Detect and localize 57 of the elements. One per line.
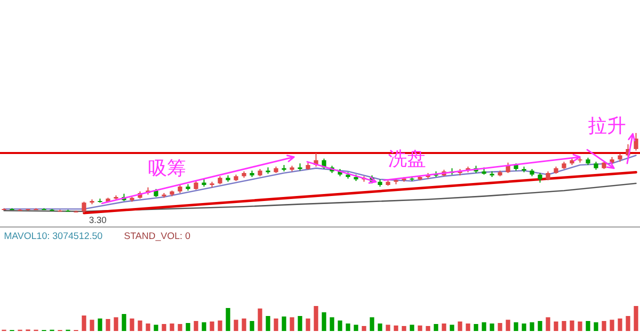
bar	[170, 324, 174, 331]
bar	[314, 306, 318, 331]
bar	[194, 321, 198, 331]
text: MAVOL10: 3074512.50	[4, 231, 103, 242]
bar	[122, 314, 126, 331]
bar	[578, 322, 582, 331]
bar	[138, 320, 142, 331]
bar	[322, 312, 326, 331]
bar	[418, 326, 422, 331]
bar	[218, 320, 222, 331]
bar	[474, 324, 478, 331]
bar	[98, 318, 102, 331]
bar	[402, 326, 406, 331]
annotation: 吸筹	[148, 158, 186, 180]
bar	[178, 324, 182, 331]
text: STAND_VOL: 0	[124, 231, 190, 242]
bar	[554, 322, 558, 331]
bar	[570, 320, 574, 331]
bar	[250, 321, 254, 331]
bar	[586, 321, 590, 331]
bar	[210, 322, 214, 331]
bar	[282, 316, 286, 331]
bar	[226, 308, 230, 331]
bar	[498, 323, 502, 331]
bar	[298, 316, 302, 331]
bar	[82, 316, 86, 331]
bar	[562, 321, 566, 331]
bar	[538, 321, 542, 331]
bar	[130, 318, 134, 331]
bar	[434, 324, 438, 331]
bar	[626, 316, 630, 331]
bar	[602, 321, 606, 331]
bar	[426, 326, 430, 331]
bar	[490, 324, 494, 331]
bar	[466, 324, 470, 331]
annotation: 洗盘	[388, 148, 426, 170]
bar	[306, 318, 310, 331]
bar	[442, 324, 446, 331]
bar	[106, 319, 110, 331]
bar	[258, 308, 262, 331]
bar	[266, 316, 270, 331]
bar	[634, 306, 638, 331]
bar	[338, 320, 342, 331]
bar	[458, 322, 462, 331]
bar	[618, 318, 622, 331]
bar	[242, 318, 246, 331]
bar	[146, 324, 150, 331]
annotation: 拉升	[588, 115, 626, 138]
bar	[162, 324, 166, 331]
text: 3.30	[89, 215, 107, 225]
bar	[394, 326, 398, 331]
bar	[186, 323, 190, 331]
bar	[362, 326, 366, 331]
bar	[522, 324, 526, 331]
bar	[378, 324, 382, 331]
bar	[346, 324, 350, 331]
bar	[274, 318, 278, 331]
